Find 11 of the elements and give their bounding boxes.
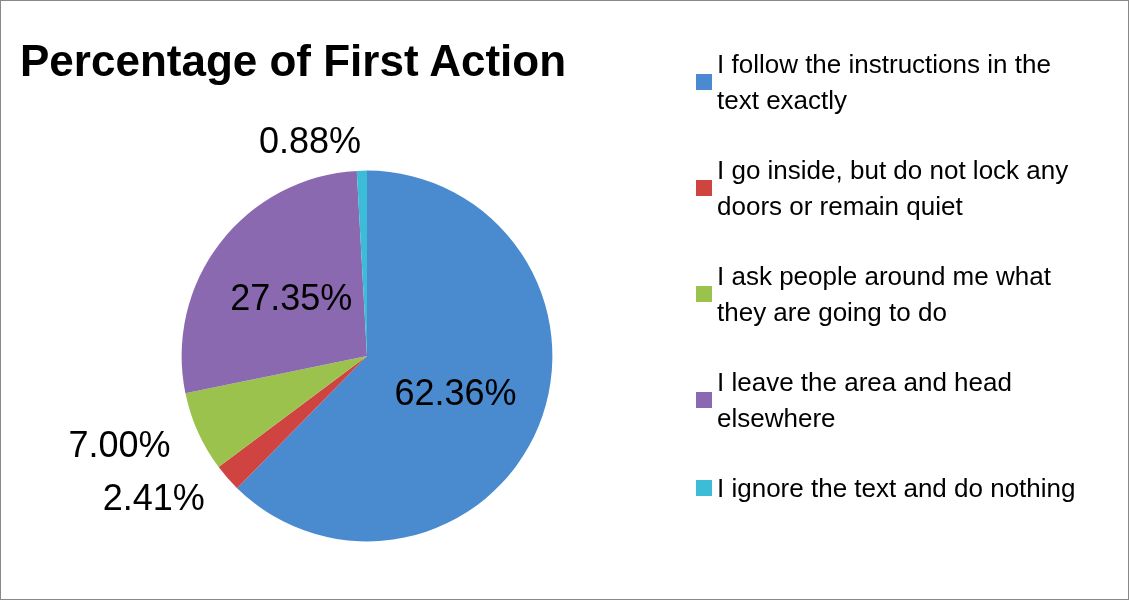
data-label: 27.35%: [230, 277, 353, 319]
legend-label: I ignore the text and do nothing: [717, 473, 1076, 503]
data-label: 7.00%: [68, 423, 171, 465]
data-label: 2.41%: [102, 477, 205, 519]
legend-label: I leave the area and head elsewhere: [717, 367, 1020, 433]
legend-label: I ask people around me what they are going to do: [717, 261, 1059, 327]
legend-label: I go inside, but do not lock any doors or remain quiet: [717, 155, 1076, 221]
legend-label: I follow the instructions in the text exactly: [717, 49, 1059, 115]
data-label: 62.36%: [394, 371, 517, 413]
chart-title: Percentage of First Action: [20, 35, 567, 85]
data-label: 0.88%: [258, 120, 362, 162]
